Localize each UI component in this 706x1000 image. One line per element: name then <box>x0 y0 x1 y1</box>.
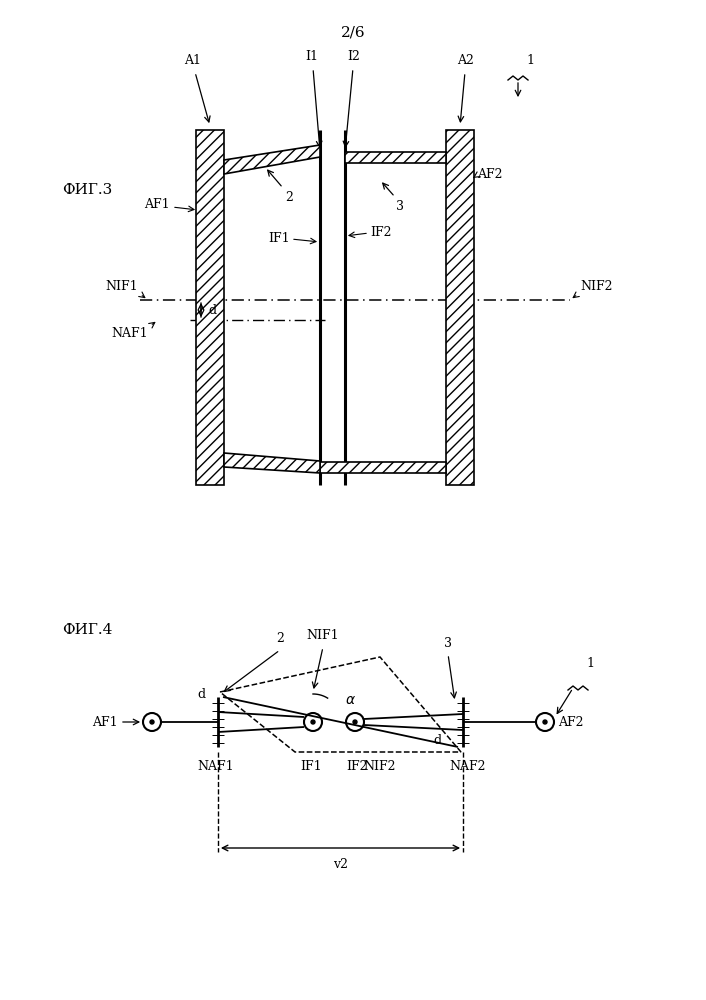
Text: A1: A1 <box>184 54 201 67</box>
Text: 3: 3 <box>444 637 452 650</box>
Text: v2: v2 <box>333 858 348 871</box>
Text: NIF2: NIF2 <box>580 280 613 293</box>
Text: 1: 1 <box>586 657 594 670</box>
Text: 1: 1 <box>526 54 534 67</box>
Text: d: d <box>208 304 216 316</box>
Text: NAF2: NAF2 <box>450 760 486 773</box>
Polygon shape <box>320 462 446 473</box>
Text: AF1: AF1 <box>92 716 118 728</box>
Polygon shape <box>446 130 474 485</box>
Text: d: d <box>433 734 441 746</box>
Text: ФИГ.4: ФИГ.4 <box>62 623 112 637</box>
Text: AF1: AF1 <box>144 198 170 212</box>
Text: AF2: AF2 <box>558 716 583 728</box>
Text: 2: 2 <box>276 632 284 645</box>
Text: IF1: IF1 <box>268 232 290 244</box>
Text: NIF1: NIF1 <box>105 280 138 293</box>
Circle shape <box>353 720 357 724</box>
Text: NAF1: NAF1 <box>112 327 148 340</box>
Text: 2/6: 2/6 <box>341 25 365 39</box>
Text: 3: 3 <box>396 200 404 213</box>
Polygon shape <box>345 151 446 162</box>
Text: NAF1: NAF1 <box>198 760 234 773</box>
Circle shape <box>150 720 154 724</box>
Text: IF1: IF1 <box>300 760 322 773</box>
Text: NIF2: NIF2 <box>364 760 396 773</box>
Polygon shape <box>224 145 320 174</box>
Text: IF2: IF2 <box>370 226 392 238</box>
Text: I1: I1 <box>306 50 318 63</box>
Circle shape <box>543 720 547 724</box>
Circle shape <box>311 720 315 724</box>
Text: IF2: IF2 <box>346 760 368 773</box>
Text: NIF1: NIF1 <box>306 629 340 642</box>
Text: A2: A2 <box>457 54 474 67</box>
Text: ФИГ.3: ФИГ.3 <box>62 183 112 197</box>
Text: $\alpha$: $\alpha$ <box>345 693 356 707</box>
Text: AF2: AF2 <box>477 168 503 182</box>
Polygon shape <box>224 453 320 473</box>
Text: I2: I2 <box>347 50 361 63</box>
Text: d: d <box>198 688 206 700</box>
Text: 2: 2 <box>285 191 293 204</box>
Polygon shape <box>196 130 224 485</box>
